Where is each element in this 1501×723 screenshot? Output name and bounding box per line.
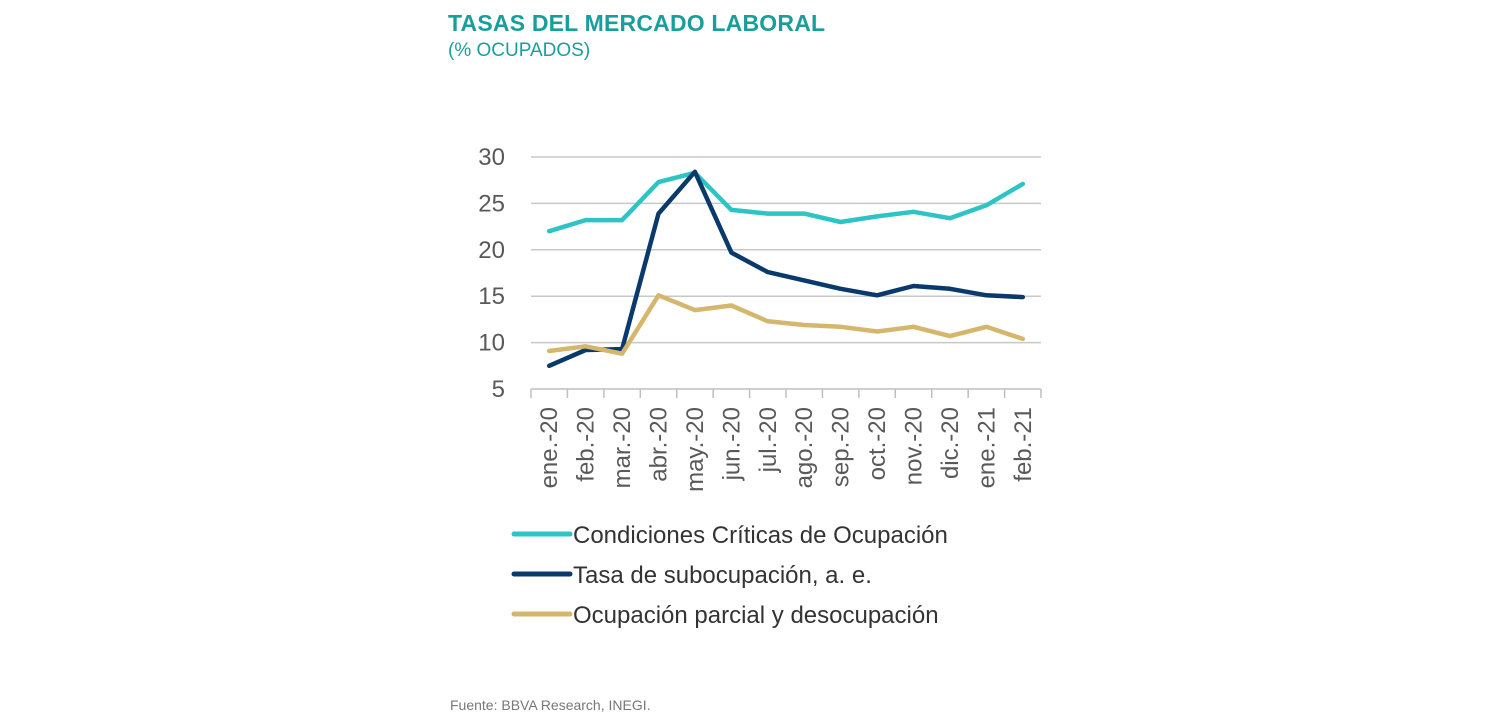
x-tick-label: may.-20 (682, 407, 709, 492)
x-tick-label: feb.-21 (1010, 407, 1037, 482)
y-tick-label: 20 (478, 237, 505, 264)
series-line-2 (546, 169, 1026, 369)
legend-label: Ocupación parcial y desocupación (573, 602, 939, 629)
x-tick-label: abr.-20 (646, 407, 673, 482)
y-axis: 5 10 15 20 25 30 (478, 144, 505, 403)
legend-label: Condiciones Críticas de Ocupación (573, 522, 948, 549)
x-tick-label: jun.-20 (718, 407, 745, 481)
x-tick-label: sep.-20 (828, 407, 855, 487)
series-lines (546, 169, 1026, 369)
y-tick-label: 30 (478, 144, 505, 171)
y-tick-label: 10 (478, 330, 505, 357)
x-tick-label: feb.-20 (573, 407, 600, 482)
gridlines (531, 156, 1041, 344)
x-tick-label: mar.-20 (609, 407, 636, 488)
x-tick-label: dic.-20 (937, 407, 964, 479)
x-tick-label: oct.-20 (864, 407, 891, 480)
chart-title: TASAS DEL MERCADO LABORAL (448, 10, 826, 36)
legend-label: Tasa de subocupación, a. e. (573, 562, 872, 589)
x-tick-label: nov.-20 (901, 407, 928, 485)
x-tick-label: ene.-21 (973, 407, 1000, 488)
chart-subtitle: (% OCUPADOS) (448, 40, 591, 61)
source-note: Fuente: BBVA Research, INEGI. (450, 697, 651, 713)
x-tick-label: jul.-20 (755, 407, 782, 473)
legend: Condiciones Críticas de Ocupación Tasa de… (511, 522, 948, 629)
series-line-3 (546, 293, 1026, 356)
x-tick-label: ago.-20 (791, 407, 818, 488)
y-tick-label: 5 (492, 376, 505, 403)
y-tick-label: 15 (478, 283, 505, 310)
x-axis: ene.-20 feb.-20 mar.-20 abr.-20 may.-20 jun.-… (530, 388, 1042, 492)
series-line-1 (546, 170, 1026, 234)
x-tick-label: ene.-20 (536, 407, 563, 488)
y-tick-label: 25 (478, 190, 505, 217)
